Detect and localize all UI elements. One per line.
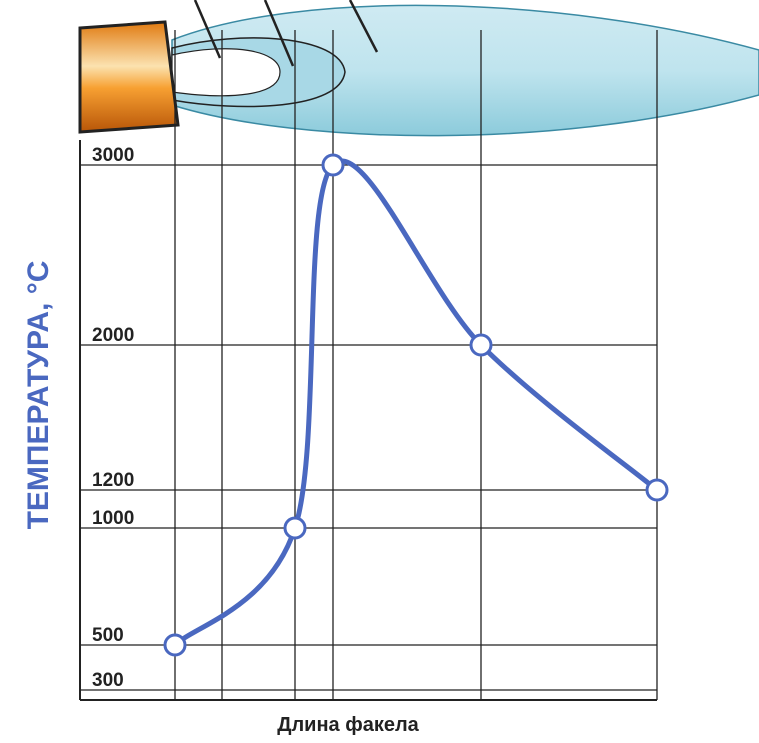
data-point bbox=[285, 518, 305, 538]
y-tick-label: 3000 bbox=[92, 145, 134, 166]
temperature-line bbox=[175, 161, 657, 645]
y-tick-label: 300 bbox=[92, 670, 124, 691]
data-point bbox=[471, 335, 491, 355]
y-tick-label: 500 bbox=[92, 625, 124, 646]
data-point bbox=[323, 155, 343, 175]
y-tick-label: 2000 bbox=[92, 325, 134, 346]
chart: 300 500 1000 1200 2000 3000 Длина факела ТЕМП… bbox=[0, 0, 759, 743]
y-axis-label: ТЕМПЕРАТУРА, °С bbox=[22, 261, 55, 530]
data-point bbox=[165, 635, 185, 655]
plot bbox=[165, 155, 667, 655]
y-tick-label: 1200 bbox=[92, 470, 134, 491]
x-axis-label: Длина факела bbox=[277, 714, 419, 736]
data-point bbox=[647, 480, 667, 500]
y-tick-label: 1000 bbox=[92, 508, 134, 529]
